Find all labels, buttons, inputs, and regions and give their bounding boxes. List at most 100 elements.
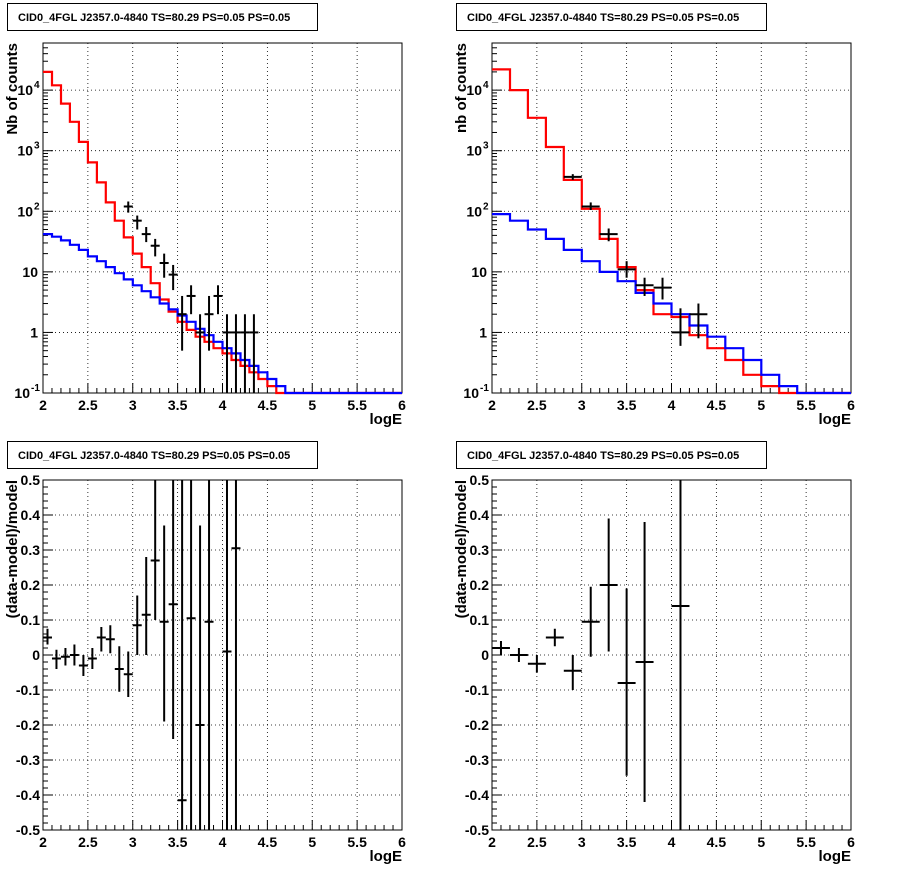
data-point: [617, 588, 636, 776]
x-tick-label: 3.5: [617, 397, 637, 413]
series-1-step-line: [492, 68, 851, 395]
y-tick-label: -0.4: [16, 787, 40, 803]
x-tick-label: 5.5: [347, 834, 367, 850]
y-tick-label: 0: [481, 647, 489, 663]
y-tick-label: -0.1: [465, 682, 489, 698]
y-tick-exponent: -1: [480, 383, 489, 394]
y-tick-label: 10: [466, 143, 482, 159]
x-tick-label: 6: [847, 397, 855, 413]
x-axis-label: logE: [819, 411, 852, 428]
y-tick-exponent: -1: [31, 383, 40, 394]
x-tick-label: 5: [757, 834, 765, 850]
data-point: [141, 227, 151, 243]
series-1-points: [43, 480, 241, 830]
data-point: [186, 480, 196, 830]
data-point: [177, 480, 187, 830]
y-tick-label: -0.1: [16, 682, 40, 698]
y-tick-label: 1: [30, 324, 38, 340]
data-point: [249, 314, 259, 393]
x-tick-label: 5.5: [796, 397, 816, 413]
data-point: [671, 308, 690, 346]
x-tick-label: 5.5: [796, 834, 816, 850]
x-tick-label: 2: [488, 397, 496, 413]
data-point: [132, 215, 142, 230]
y-tick-label: 0.4: [470, 507, 490, 523]
data-point: [492, 641, 510, 655]
y-axis-label: nb of counts: [453, 43, 470, 133]
data-point: [105, 625, 115, 654]
y-tick-label: 10: [17, 143, 33, 159]
data-point: [635, 522, 654, 802]
y-tick-exponent: 2: [34, 201, 40, 212]
x-tick-label: 2: [39, 834, 47, 850]
data-point: [222, 480, 232, 830]
y-tick-label: -0.5: [16, 822, 40, 838]
series-3-points: [123, 201, 259, 393]
x-tick-label: 3.5: [617, 834, 637, 850]
y-tick-label: 10: [17, 82, 33, 98]
data-point: [653, 277, 672, 300]
data-point: [150, 238, 160, 257]
y-tick-label: -0.5: [465, 822, 489, 838]
panel-2-title: CID0_4FGL J2357.0-4840 TS=80.29 PS=0.05 …: [456, 3, 767, 31]
data-point: [69, 644, 79, 666]
y-tick-label: 0.5: [470, 472, 490, 488]
data-point: [563, 655, 582, 690]
grid-lines: [42, 479, 403, 831]
data-point: [222, 314, 232, 393]
grid-lines: [42, 43, 403, 394]
y-axis: -0.5 -0.4 -0.3 -0.2 -0.1 0 0.1 0.2 0.3 0.4 0.5(dat…: [453, 472, 502, 838]
data-point: [527, 655, 546, 673]
x-tick-label: 4: [219, 834, 227, 850]
y-tick-label: -0.3: [16, 752, 40, 768]
x-tick-label: 6: [398, 834, 406, 850]
data-point: [545, 628, 564, 647]
data-point: [132, 595, 142, 655]
data-point: [195, 314, 205, 393]
data-point: [671, 480, 690, 830]
data-point: [213, 285, 223, 315]
y-tick-label: -0.2: [16, 717, 40, 733]
x-tick-label: 4: [668, 397, 676, 413]
data-point: [689, 303, 708, 339]
x-tick-label: 4: [219, 397, 227, 413]
data-point: [231, 314, 241, 393]
y-axis-label: (data-model)/model: [4, 480, 21, 618]
data-point: [43, 628, 52, 645]
y-tick-label: 0.1: [21, 612, 41, 628]
panel-4: 2 2.5 3 3.5 4 4.5 5 5.5 6logE-0.5-0.4-0.3-0.2-0.…: [453, 472, 855, 865]
y-tick-label: -0.2: [465, 717, 489, 733]
y-tick-label: 0.3: [21, 542, 41, 558]
y-axis-label: (data-model)/model: [453, 480, 470, 618]
data-point: [123, 201, 133, 213]
y-tick-label: 0.4: [21, 507, 41, 523]
data-point: [635, 277, 654, 296]
data-point: [51, 649, 61, 669]
x-tick-label: 2.5: [527, 397, 547, 413]
y-tick-label: 0.2: [21, 577, 41, 593]
panel-3: 2 2.5 3 3.5 4 4.5 5 5.5 6logE-0.5-0.4-0.3-0.2-0.…: [4, 472, 406, 865]
data-point: [599, 518, 618, 652]
y-tick-label: 10: [463, 385, 479, 401]
y-axis-label: Nb of counts: [4, 43, 21, 135]
y-axis: -0.5 -0.4 -0.3 -0.2 -0.1 0 0.1 0.2 0.3 0.4 0.5(dat…: [4, 472, 53, 838]
y-tick-label: 1: [479, 324, 487, 340]
data-point: [114, 646, 124, 692]
x-tick-label: 3: [129, 397, 137, 413]
series-group: [43, 480, 241, 830]
data-point: [87, 648, 97, 669]
series-group: [492, 480, 690, 830]
data-point: [599, 228, 618, 242]
x-tick-label: 2.5: [78, 397, 98, 413]
data-point: [150, 480, 160, 620]
data-point: [123, 651, 133, 697]
data-point: [204, 295, 214, 351]
